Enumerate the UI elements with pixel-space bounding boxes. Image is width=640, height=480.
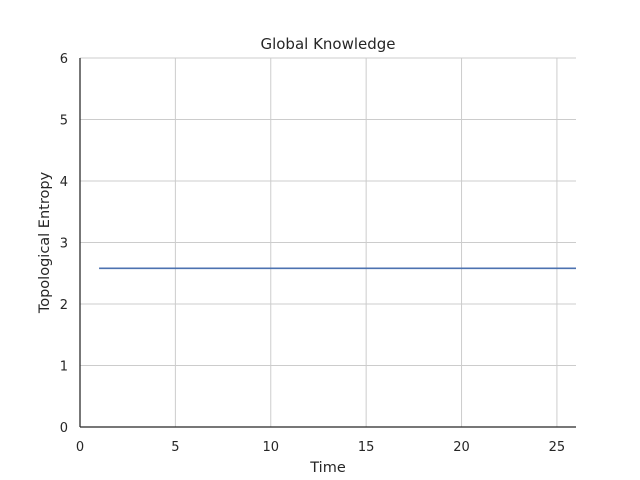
- grid: [80, 57, 576, 427]
- x-tick-label: 0: [76, 440, 84, 455]
- y-axis-label: Topological Entropy: [37, 171, 53, 314]
- x-tick-label: 10: [262, 440, 279, 455]
- x-tick-label: 20: [453, 440, 470, 455]
- y-tick-label: 1: [60, 360, 68, 375]
- x-tick-label: 25: [549, 440, 566, 455]
- y-tick-label: 2: [60, 298, 68, 313]
- x-tick-label: 15: [358, 440, 375, 455]
- y-tick-label: 4: [60, 175, 68, 190]
- y-tick-label: 5: [60, 114, 68, 129]
- x-axis-label: Time: [309, 460, 346, 476]
- chart-title: Global Knowledge: [260, 35, 395, 53]
- axes: [79, 58, 576, 428]
- x-tick-label: 5: [171, 440, 179, 455]
- y-tick-label: 3: [60, 237, 68, 252]
- y-tick-label: 6: [60, 52, 68, 67]
- y-tick-label: 0: [60, 421, 68, 436]
- tick-labels: 0 5 10 15 20 25 0 1 2 3 4 5 6: [60, 52, 565, 455]
